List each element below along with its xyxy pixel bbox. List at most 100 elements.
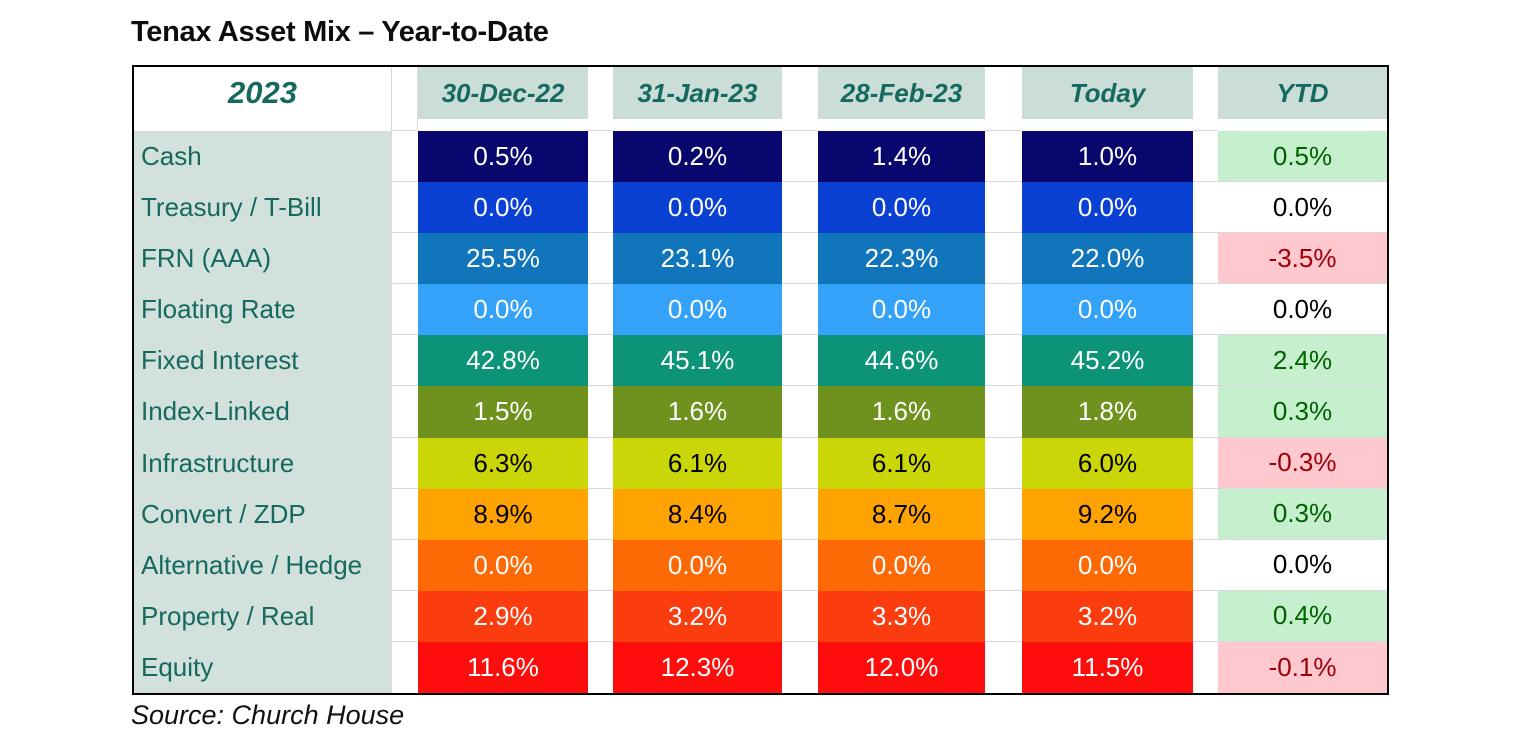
ytd-cell: 0.3% [1218,488,1387,540]
spacer-cell [134,119,391,131]
value-cell: 22.3% [818,233,985,285]
spacer-cell [782,284,818,336]
value-cell: 6.1% [818,437,985,489]
row-label: Treasury / T-Bill [134,182,391,234]
value-cell: 8.7% [818,488,985,540]
value-cell: 6.0% [1022,437,1193,489]
value-cell: 3.3% [818,590,985,642]
spacer-cell [985,386,1022,438]
value-cell: 3.2% [613,590,782,642]
row-label: Equity [134,641,391,693]
spacer-cell [1193,590,1218,642]
spacer-cell [782,119,818,131]
ytd-cell: -0.3% [1218,437,1387,489]
spacer-cell [588,182,613,234]
spacer-cell [1193,539,1218,591]
spacer-cell [391,182,418,234]
spacer-cell [613,119,782,131]
spacer-cell [391,119,418,131]
ytd-cell: -3.5% [1218,233,1387,285]
spacer-cell [985,539,1022,591]
value-cell: 0.0% [613,284,782,336]
spacer-cell [588,119,613,131]
row-label: Alternative / Hedge [134,539,391,591]
spacer-cell [782,488,818,540]
spacer-cell [782,131,818,183]
spacer-cell [391,233,418,285]
spacer-cell [985,641,1022,693]
spacer-cell [418,119,588,131]
spacer-cell [588,539,613,591]
spacer-cell [391,641,418,693]
value-cell: 11.5% [1022,641,1193,693]
value-cell: 22.0% [1022,233,1193,285]
value-cell: 2.9% [418,590,588,642]
value-cell: 0.0% [1022,539,1193,591]
value-cell: 11.6% [418,641,588,693]
spacer-cell [782,182,818,234]
value-cell: 8.9% [418,488,588,540]
value-cell: 1.4% [818,131,985,183]
spacer-cell [1193,284,1218,336]
spacer-cell [782,539,818,591]
spacer-cell [1193,182,1218,234]
spacer-cell [782,590,818,642]
value-cell: 0.0% [1022,284,1193,336]
value-cell: 0.0% [613,539,782,591]
value-cell: 0.0% [818,182,985,234]
spacer-cell [588,488,613,540]
spacer-cell [782,386,818,438]
year-header: 2023 [134,67,391,119]
value-cell: 12.0% [818,641,985,693]
spacer-cell [985,488,1022,540]
ytd-cell: 0.3% [1218,386,1387,438]
spacer-cell [985,335,1022,387]
column-header: 28-Feb-23 [818,67,985,119]
spacer-cell [391,131,418,183]
row-label: Fixed Interest [134,335,391,387]
row-label: Convert / ZDP [134,488,391,540]
value-cell: 0.0% [818,284,985,336]
column-header: Today [1022,67,1193,119]
spacer-cell [1193,386,1218,438]
spacer-cell [391,335,418,387]
spacer-cell [1193,488,1218,540]
spacer-cell [782,233,818,285]
value-cell: 1.6% [818,386,985,438]
value-cell: 0.0% [1022,182,1193,234]
source-note: Source: Church House [131,700,405,730]
value-cell: 9.2% [1022,488,1193,540]
spacer-cell [588,67,613,119]
spacer-cell [1022,119,1193,131]
column-header: 30-Dec-22 [418,67,588,119]
spacer-cell [588,386,613,438]
spacer-cell [588,641,613,693]
value-cell: 6.1% [613,437,782,489]
spacer-cell [985,284,1022,336]
value-cell: 3.2% [1022,590,1193,642]
spacer-cell [391,386,418,438]
spacer-cell [391,590,418,642]
column-header: YTD [1218,67,1387,119]
spacer-cell [391,284,418,336]
spacer-cell [1193,233,1218,285]
spacer-cell [1193,119,1218,131]
row-label: Cash [134,131,391,183]
spacer-cell [782,641,818,693]
value-cell: 0.0% [418,539,588,591]
value-cell: 1.0% [1022,131,1193,183]
column-header: 31-Jan-23 [613,67,782,119]
spacer-cell [588,437,613,489]
value-cell: 23.1% [613,233,782,285]
row-label: Property / Real [134,590,391,642]
spacer-cell [1193,67,1218,119]
value-cell: 0.0% [418,284,588,336]
ytd-cell: -0.1% [1218,641,1387,693]
spacer-cell [588,131,613,183]
spacer-cell [1193,641,1218,693]
row-label: FRN (AAA) [134,233,391,285]
value-cell: 8.4% [613,488,782,540]
ytd-cell: 0.5% [1218,131,1387,183]
row-label: Infrastructure [134,437,391,489]
spacer-cell [985,67,1022,119]
